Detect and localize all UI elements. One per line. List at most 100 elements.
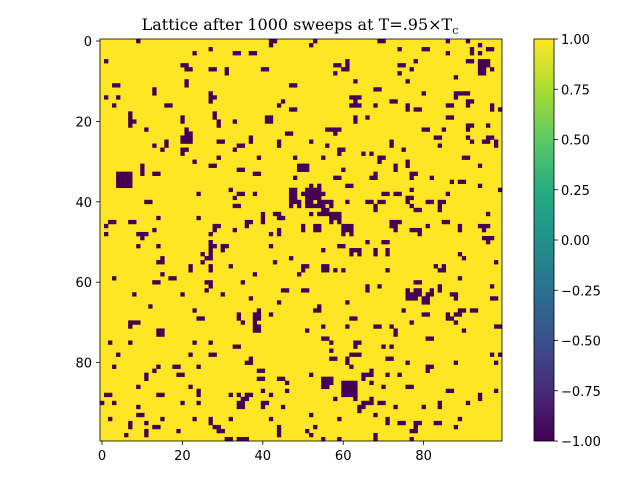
lattice-cell [481,227,487,233]
lattice-cell [409,227,414,233]
lattice-cell [305,167,310,172]
lattice-cell [457,252,463,257]
lattice-cell [288,256,294,261]
lattice-cell [317,304,322,309]
lattice-cell [188,131,193,136]
lattice-cell [144,428,149,434]
lattice-cell [353,248,358,253]
lattice-cell [349,103,354,108]
lattice-cell [353,340,358,345]
lattice-cell [128,175,133,180]
lattice-cell [180,115,185,120]
lattice-cell [168,276,173,281]
lattice-cell [405,360,410,365]
lattice-cell [349,384,354,390]
lattice-cell [180,372,185,377]
lattice-cell [264,119,270,124]
lattice-cell [413,227,418,233]
lattice-cell [405,195,410,201]
lattice-cell [256,376,262,381]
lattice-cell [461,155,467,160]
lattice-cell [425,336,430,341]
lattice-cell [136,412,141,418]
lattice-cell [240,320,246,325]
lattice-cell [425,223,430,229]
lattice-cell [405,103,410,108]
lattice-cell [321,248,326,253]
lattice-cell [333,396,338,402]
lattice-cell [353,79,358,84]
lattice-cell [236,400,241,406]
lattice-cell [276,211,282,217]
lattice-cell [421,404,426,410]
lattice-cell [413,428,418,434]
lattice-cell [469,59,475,64]
lattice-cell [405,384,410,390]
lattice-cell [341,388,346,394]
lattice-cell [160,332,165,337]
lattice-cell [381,191,386,197]
lattice-cell [409,428,414,434]
lattice-cell [280,404,286,410]
lattice-cell [409,187,414,193]
lattice-cell [128,340,133,345]
colorbar-tick-label: −1.00 [561,435,601,450]
lattice-cell [252,328,258,333]
lattice-cell [232,147,237,152]
lattice-cell [260,219,266,225]
lattice-cell [477,183,483,189]
lattice-cell [160,416,165,422]
lattice-cell [477,67,483,72]
lattice-cell [240,280,246,285]
lattice-cell [325,384,330,390]
lattice-cell [276,424,282,430]
lattice-cell [469,139,475,144]
lattice-cell [449,179,455,185]
lattice-cell [481,235,487,241]
lattice-cell [301,167,306,172]
lattice-cell [493,324,499,329]
lattice-cell [268,312,274,317]
lattice-cell [457,276,463,281]
lattice-cell [268,119,274,124]
lattice-cell [373,171,378,176]
lattice-cell [393,227,398,233]
colorbar [533,38,555,442]
lattice-cell [120,179,125,185]
lattice-cell [485,123,491,128]
lattice-cell [477,63,483,68]
lattice-cell [421,91,426,96]
lattice-cell [236,392,241,398]
lattice-cell [240,436,246,442]
lattice-cell [120,171,125,176]
lattice-cell [485,63,491,68]
lattice-cell [140,235,145,241]
lattice-cell [104,59,109,64]
lattice-cell [292,191,298,197]
lattice-cell [148,304,153,309]
lattice-cell [461,91,467,96]
lattice-cell [208,163,213,168]
lattice-cell [489,47,495,52]
lattice-cell [248,392,254,398]
lattice-cell [333,63,338,68]
lattice-cell [449,292,455,297]
lattice-cell [333,71,338,76]
lattice-cell [325,211,330,217]
lattice-cell [248,356,254,361]
lattice-cell [345,388,350,394]
lattice-cell [288,203,294,209]
lattice-cell [389,223,394,229]
lattice-cell [445,39,451,44]
lattice-cell [425,296,430,301]
lattice-cell [208,280,213,285]
lattice-cell [429,364,434,369]
lattice-cell [156,328,161,333]
lattice-cell [453,95,459,100]
lattice-cell [200,252,205,257]
lattice-cell [417,227,422,233]
lattice-cell [148,199,153,205]
lattice-background [100,39,502,441]
lattice-cell [353,99,358,104]
lattice-cell [144,420,149,426]
